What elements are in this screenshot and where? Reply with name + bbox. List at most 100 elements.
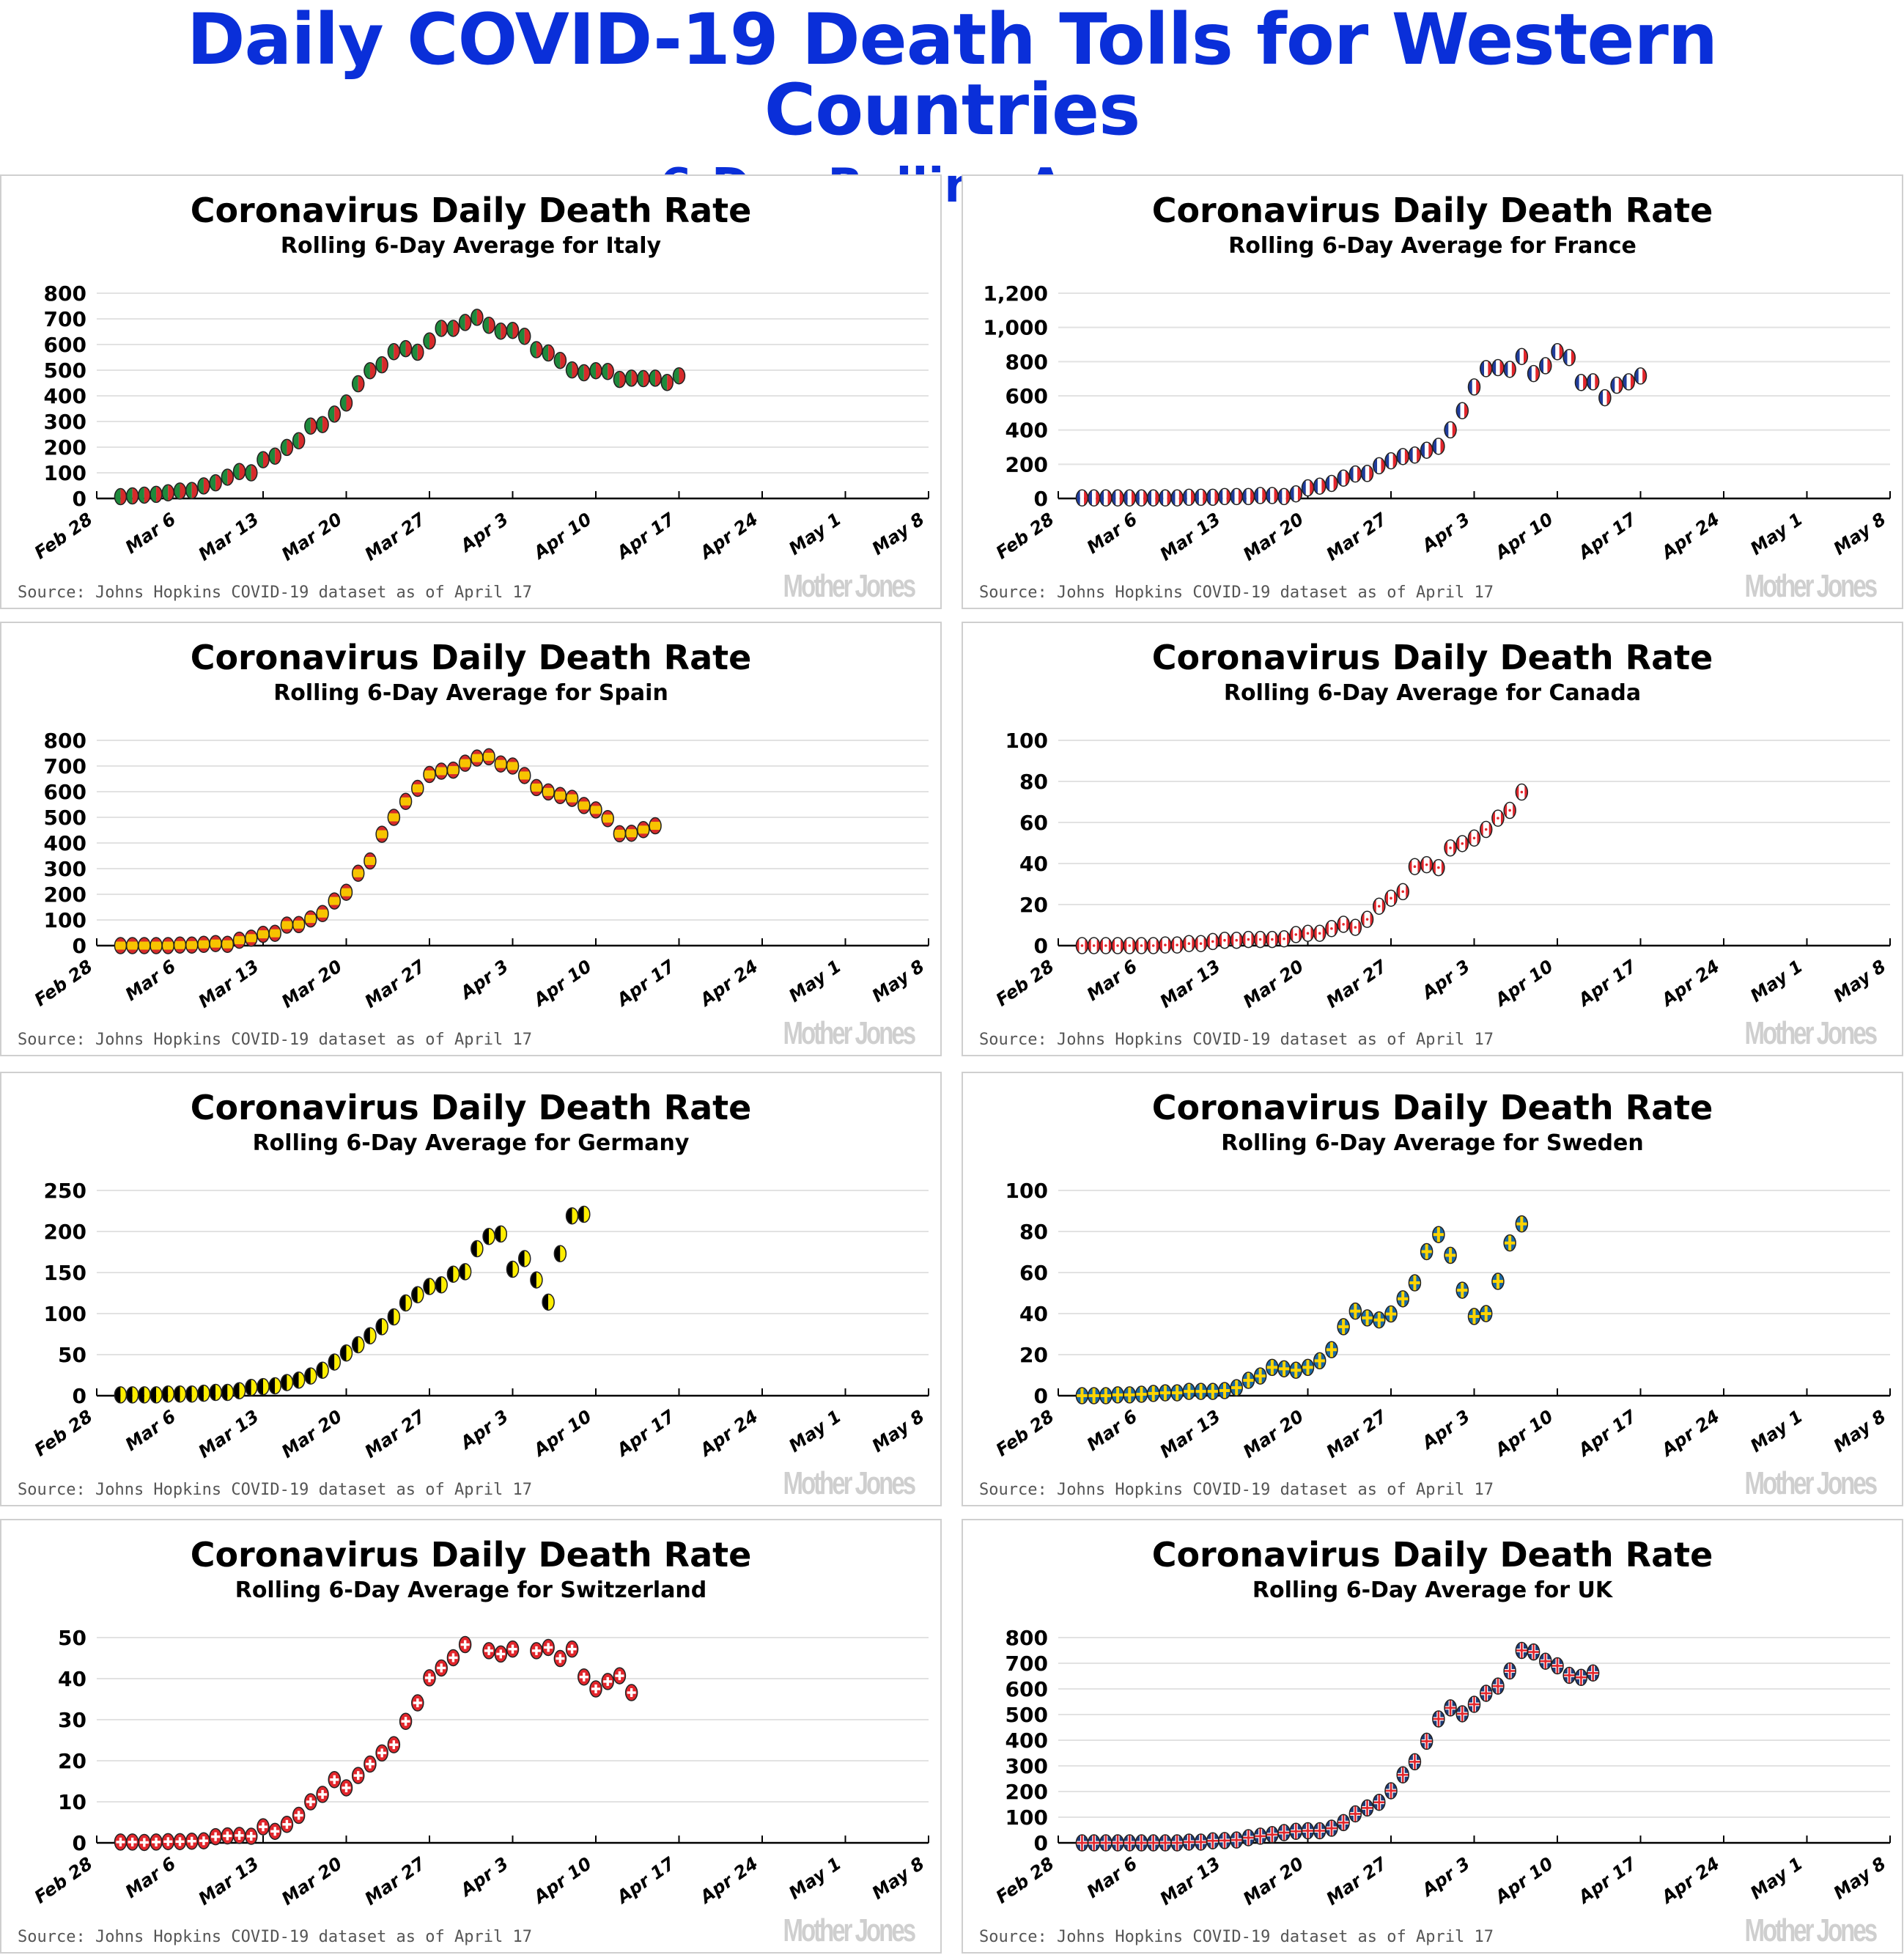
data-point	[1348, 465, 1362, 483]
x-tick-label: Mar 13	[195, 956, 263, 1012]
data-point	[1432, 1226, 1445, 1243]
data-point	[1503, 1234, 1516, 1252]
x-tick-label: May 8	[1830, 509, 1890, 559]
chart-panel-canada: Coronavirus Daily Death Rate Rolling 6-D…	[962, 622, 1903, 1056]
chart-subtitle: Rolling 6-Day Average for UK	[1252, 1577, 1613, 1603]
data-point	[351, 1767, 365, 1784]
y-tick-label: 60	[1019, 1261, 1048, 1285]
data-point	[435, 320, 448, 337]
data-point	[1574, 1668, 1588, 1686]
data-point	[1325, 920, 1338, 938]
data-point	[245, 464, 258, 482]
y-tick-label: 400	[1005, 419, 1048, 443]
mother-jones-logo: Mother Jones	[1744, 568, 1878, 604]
data-point	[1432, 858, 1445, 877]
data-point	[589, 801, 602, 819]
y-tick-label: 400	[44, 831, 86, 855]
x-tick-label: Feb 28	[31, 956, 97, 1010]
data-point	[446, 761, 460, 779]
data-point	[1373, 457, 1386, 475]
x-tick-label: Mar 6	[1083, 509, 1141, 558]
y-tick-label: 50	[58, 1626, 86, 1650]
data-point	[1087, 937, 1101, 954]
chart-title: Coronavirus Daily Death Rate	[1151, 1535, 1713, 1575]
x-tick-label: Apr 24	[695, 509, 762, 564]
data-point	[1230, 931, 1243, 949]
data-point	[1241, 1829, 1255, 1847]
data-point	[185, 1385, 199, 1403]
data-point	[624, 1684, 638, 1701]
y-tick-label: 700	[1005, 1652, 1048, 1676]
data-point	[1159, 1384, 1172, 1402]
data-point	[423, 1278, 436, 1295]
x-tick-label: May 1	[1746, 956, 1807, 1006]
data-point	[1146, 489, 1160, 507]
data-point	[1253, 1367, 1267, 1385]
x-tick-label: Mar 20	[1239, 1853, 1307, 1910]
x-tick-label: May 1	[1746, 1853, 1807, 1904]
data-point	[1396, 448, 1409, 465]
data-point	[1087, 1834, 1101, 1852]
data-point	[221, 1383, 235, 1402]
data-point	[1420, 441, 1433, 459]
x-tick-label: Mar 20	[278, 956, 346, 1012]
y-tick-label: 800	[1005, 350, 1048, 374]
data-point	[339, 883, 353, 901]
chart-panel-uk: Coronavirus Daily Death Rate Rolling 6-D…	[962, 1519, 1903, 1954]
data-point	[589, 361, 602, 380]
data-point	[1253, 487, 1267, 504]
data-point	[1313, 1352, 1326, 1370]
data-point	[150, 1386, 163, 1404]
x-tick-label: Mar 6	[122, 509, 180, 558]
data-point	[328, 405, 342, 423]
data-point	[1598, 389, 1612, 407]
data-point	[1313, 477, 1326, 495]
x-tick-label: Mar 13	[195, 1853, 263, 1910]
x-tick-label: Apr 17	[612, 509, 679, 564]
data-point	[1396, 1766, 1409, 1783]
data-point	[125, 487, 139, 505]
data-point	[482, 1227, 495, 1245]
data-point	[197, 477, 210, 495]
x-tick-label: May 1	[1746, 1406, 1807, 1457]
data-point	[494, 1645, 508, 1663]
data-point	[578, 1205, 591, 1223]
data-point	[411, 779, 424, 798]
mother-jones-logo: Mother Jones	[1744, 1912, 1878, 1948]
x-tick-label: Mar 20	[278, 1853, 346, 1910]
data-point	[114, 937, 128, 954]
data-point	[1539, 1652, 1552, 1670]
chart-title: Coronavirus Daily Death Rate	[190, 1535, 752, 1575]
data-point	[257, 1377, 270, 1396]
source-note: Source: Johns Hopkins COVID-19 dataset a…	[979, 1928, 1494, 1946]
chart-title: Coronavirus Daily Death Rate	[1151, 1088, 1713, 1127]
data-point	[1194, 935, 1208, 952]
data-point	[316, 416, 329, 433]
data-point	[221, 935, 235, 953]
data-point	[280, 1374, 294, 1391]
data-point	[1206, 1832, 1219, 1849]
data-point	[1099, 937, 1112, 954]
data-point	[446, 320, 460, 337]
data-point	[1444, 1246, 1457, 1264]
y-tick-label: 150	[44, 1261, 86, 1285]
data-series	[114, 1205, 591, 1404]
data-point	[613, 370, 627, 389]
x-tick-label: May 8	[868, 956, 929, 1006]
y-tick-label: 100	[44, 908, 86, 932]
y-tick-label: 800	[44, 281, 86, 306]
data-point	[1384, 1782, 1398, 1800]
x-tick-label: Apr 24	[695, 1406, 762, 1461]
data-point	[1479, 360, 1493, 378]
y-tick-label: 0	[1034, 934, 1048, 958]
chart-subtitle: Rolling 6-Day Average for Switzerland	[235, 1577, 707, 1603]
x-tick-label: Mar 13	[1156, 509, 1225, 565]
y-tick-label: 80	[1019, 770, 1048, 794]
x-tick-label: Feb 28	[992, 1853, 1058, 1907]
x-tick-label: Apr 24	[695, 956, 762, 1011]
mother-jones-logo: Mother Jones	[783, 1465, 916, 1501]
y-tick-label: 30	[58, 1708, 86, 1732]
x-tick-label: Mar 13	[195, 509, 263, 565]
x-tick-label: Mar 27	[1323, 1406, 1391, 1462]
data-point	[1348, 1302, 1362, 1320]
